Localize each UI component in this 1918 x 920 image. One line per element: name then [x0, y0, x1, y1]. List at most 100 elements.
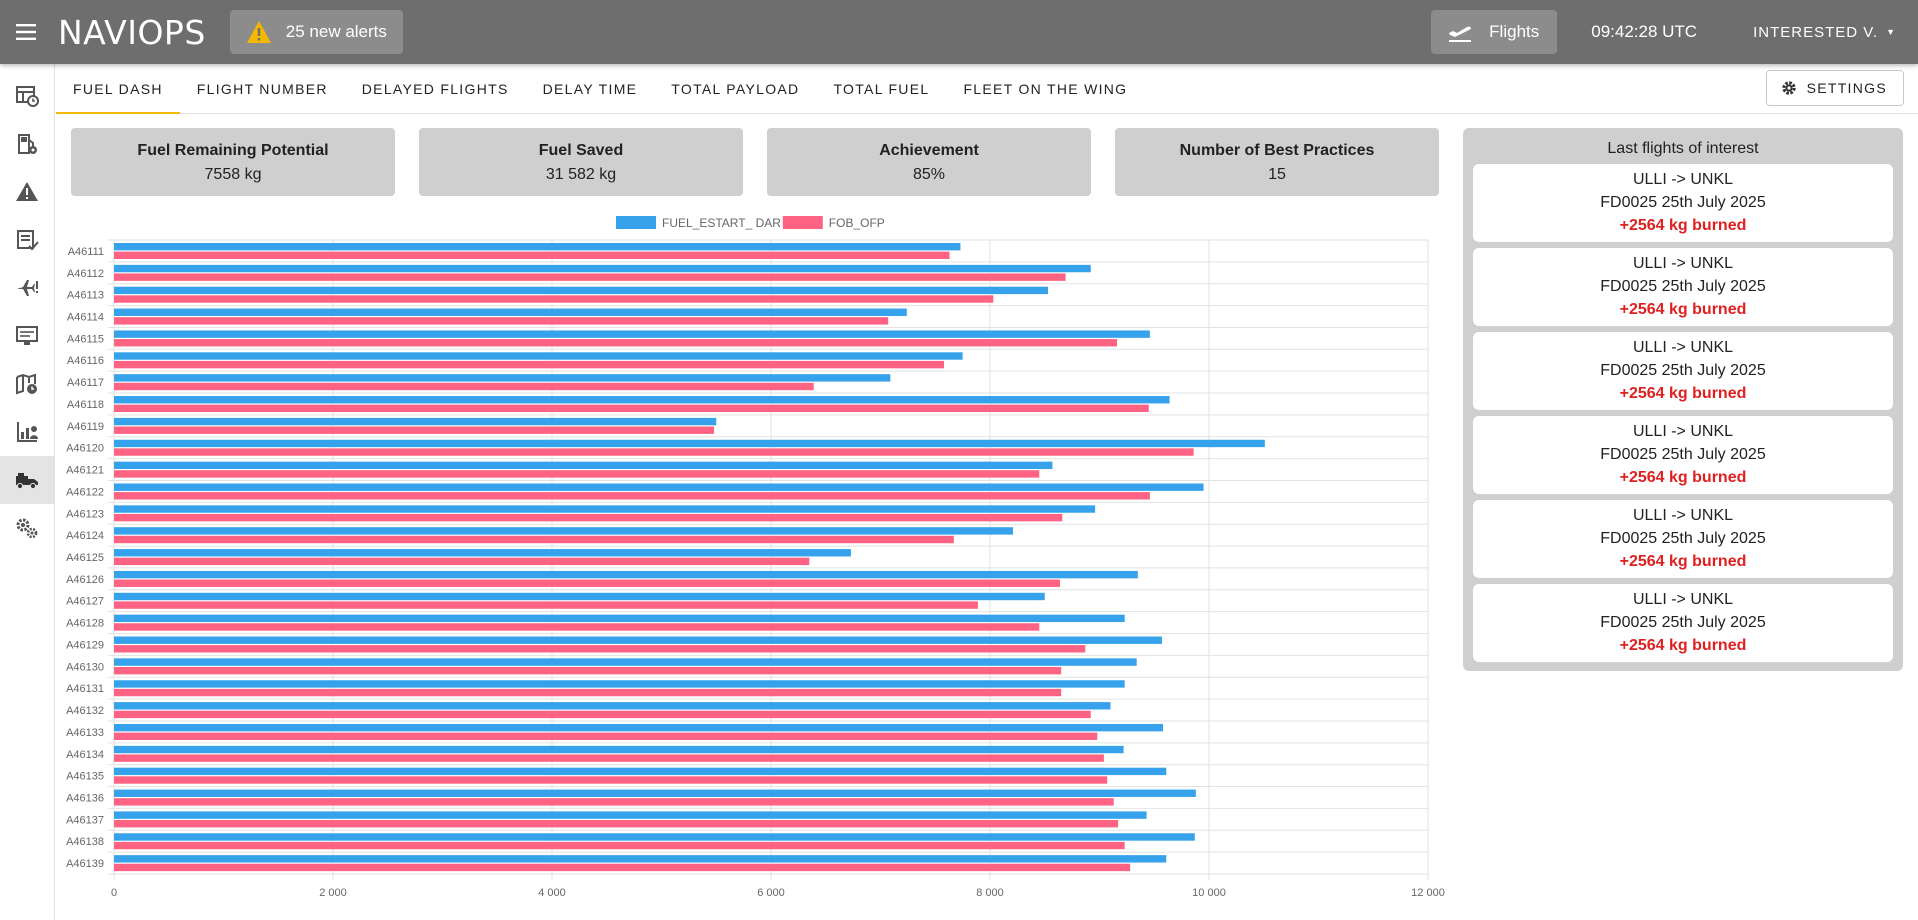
- sidebar-item-alerts[interactable]: [0, 168, 54, 216]
- y-tick-label: A46139: [66, 858, 104, 870]
- kpi-value: 31 582 kg: [545, 166, 617, 183]
- bar: [114, 535, 954, 544]
- flight-route: ULLI -> UNKL: [1632, 339, 1734, 356]
- y-tick-label: A46126: [66, 574, 104, 586]
- bar: [114, 710, 1091, 719]
- bar: [114, 492, 1150, 500]
- bar: [114, 723, 1164, 732]
- y-tick-label: A46118: [67, 399, 104, 411]
- tab-total-payload[interactable]: TOTAL PAYLOAD: [671, 80, 800, 97]
- fuel-settings-icon: [18, 134, 37, 154]
- sidebar-item-dashboard[interactable]: [0, 72, 54, 120]
- kpi-value: 15: [1268, 166, 1286, 183]
- bar: [114, 251, 950, 259]
- bar: [114, 702, 1111, 710]
- checklist-icon: [17, 230, 39, 251]
- y-tick-label: A46131: [66, 683, 104, 695]
- flight-card[interactable]: ULLI -> UNKL FD0025 25th July 2025 +2564…: [1473, 584, 1893, 662]
- bar: [114, 855, 1167, 863]
- menu-icon[interactable]: [0, 0, 54, 64]
- bar: [114, 833, 1195, 841]
- plane-takeoff-icon: [1449, 26, 1472, 42]
- y-tick-label: A46113: [67, 290, 104, 302]
- bar: [114, 527, 1013, 535]
- bar: [114, 243, 961, 251]
- bar: [114, 374, 891, 382]
- bar: [114, 273, 1066, 281]
- flight-route: ULLI -> UNKL: [1632, 171, 1734, 188]
- flight-burned: +2564 kg burned: [1619, 637, 1747, 654]
- flight-card[interactable]: ULLI -> UNKL FD0025 25th July 2025 +2564…: [1473, 248, 1893, 326]
- bar: [114, 557, 810, 566]
- y-tick-label: A46137: [66, 814, 104, 826]
- bar: [114, 645, 1086, 653]
- bar: [114, 295, 994, 303]
- flight-card[interactable]: ULLI -> UNKL FD0025 25th July 2025 +2564…: [1473, 500, 1893, 578]
- fuel-bar-chart: FUEL_ESTART_ DAR FOB_OFP 0 2 000 4 000 6 000 8…: [56, 208, 1456, 908]
- y-tick-label: A46133: [66, 727, 104, 739]
- sidebar-item-fuel-settings[interactable]: [0, 120, 54, 168]
- bar: [114, 513, 1063, 522]
- flight-card[interactable]: ULLI -> UNKL FD0025 25th July 2025 +2564…: [1473, 416, 1893, 494]
- kpi-value: 85%: [912, 166, 946, 183]
- kpi-label: Achievement: [879, 142, 979, 159]
- bar: [114, 570, 1138, 579]
- flight-burned: +2564 kg burned: [1619, 217, 1747, 234]
- alerts-button[interactable]: 25 new alerts: [229, 10, 403, 54]
- warning-icon: [16, 182, 38, 201]
- gear-icon: [1781, 81, 1796, 95]
- kpi-fuel-remaining-potential: Fuel Remaining Potential 7558 kg: [71, 128, 395, 196]
- y-tick-label: A46127: [66, 596, 104, 608]
- bar: [114, 776, 1108, 784]
- sidebar-item-flight-alerts[interactable]: [0, 264, 54, 312]
- flight-card[interactable]: ULLI -> UNKL FD0025 25th July 2025 +2564…: [1473, 332, 1893, 410]
- sidebar-item-fuel-dash[interactable]: [0, 456, 54, 504]
- bar: [114, 601, 978, 609]
- y-tick-label: A46136: [66, 792, 104, 804]
- settings-button[interactable]: SETTINGS: [1765, 70, 1904, 106]
- tab-flight-number[interactable]: FLIGHT NUMBER: [196, 80, 328, 97]
- sidebar-item-checklist[interactable]: [0, 216, 54, 264]
- settings-label: SETTINGS: [1806, 80, 1887, 96]
- top-bar: NAVIOPS 25 new alerts Flights 09:42:28 U…: [0, 0, 1918, 64]
- kpi-label: Number of Best Practices: [1179, 142, 1375, 159]
- x-tick-label: 12 000: [1411, 887, 1445, 899]
- sidebar-item-map-time[interactable]: [0, 360, 54, 408]
- bar: [114, 505, 1096, 513]
- bar: [114, 396, 1170, 404]
- y-tick-label: A46134: [66, 749, 104, 761]
- y-tick-label: A46129: [66, 639, 104, 651]
- chart-user-icon: [17, 422, 38, 442]
- user-menu[interactable]: INTERESTED V. ▼: [1753, 24, 1896, 41]
- sidebar-item-analytics[interactable]: [0, 408, 54, 456]
- bar: [114, 754, 1104, 762]
- y-tick-label: A46123: [66, 508, 104, 520]
- bar: [114, 666, 1062, 675]
- flight-burned: +2564 kg burned: [1619, 469, 1747, 486]
- sidebar-item-settings[interactable]: [0, 504, 54, 552]
- flight-route: ULLI -> UNKL: [1632, 591, 1734, 608]
- y-tick-label: A46121: [66, 465, 104, 477]
- bar: [114, 767, 1167, 776]
- tab-delay-time[interactable]: DELAY TIME: [542, 80, 638, 97]
- y-tick-label: A46122: [66, 486, 104, 498]
- kpi-best-practices: Number of Best Practices 15: [1115, 128, 1439, 196]
- flight-info: FD0025 25th July 2025: [1600, 614, 1766, 631]
- legend-swatch: [616, 216, 656, 229]
- sidebar-item-monitor[interactable]: [0, 312, 54, 360]
- y-tick-label: A46135: [66, 771, 104, 783]
- bar: [114, 426, 715, 434]
- tab-fleet-on-the-wing[interactable]: FLEET ON THE WING: [963, 80, 1128, 97]
- tab-fuel-dash[interactable]: FUEL DASH: [56, 64, 180, 114]
- last-flights-panel: Last flights of interest ULLI -> UNKL FD…: [1463, 128, 1903, 671]
- bar: [114, 470, 1040, 478]
- map-clock-icon: [16, 373, 37, 395]
- tab-delayed-flights[interactable]: DELAYED FLIGHTS: [361, 80, 509, 97]
- y-tick-label: A46112: [67, 268, 104, 280]
- x-tick-label: 10 000: [1192, 887, 1226, 899]
- tab-total-fuel[interactable]: TOTAL FUEL: [833, 80, 930, 97]
- bar: [114, 330, 1150, 338]
- flight-card[interactable]: ULLI -> UNKL FD0025 25th July 2025 +2564…: [1473, 164, 1893, 242]
- utc-clock: 09:42:28 UTC: [1591, 22, 1698, 41]
- flights-button[interactable]: Flights: [1431, 10, 1558, 54]
